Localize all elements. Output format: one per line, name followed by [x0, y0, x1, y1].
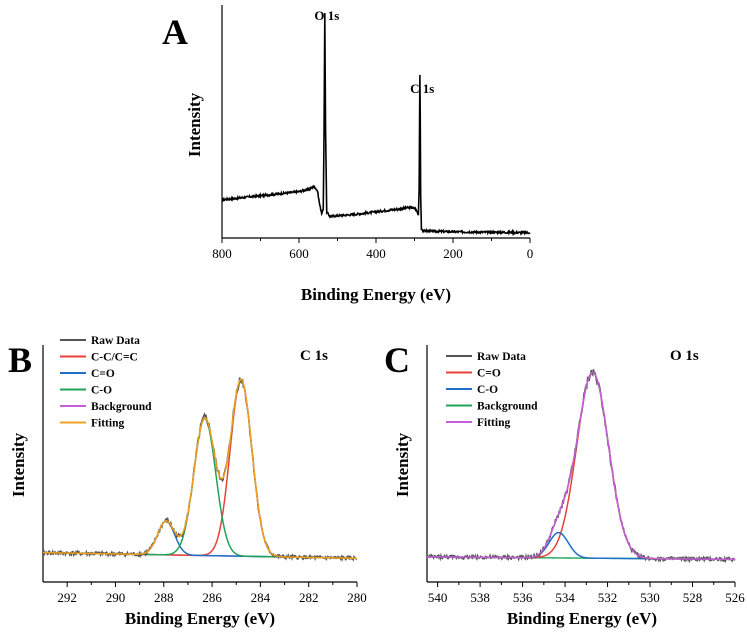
- y-axis-label: Intensity: [185, 92, 204, 157]
- series-line-survey: [221, 12, 531, 237]
- legend-entry: Fitting: [477, 417, 510, 429]
- series-line-raw-data: [426, 369, 736, 564]
- x-tick-label: 292: [57, 590, 77, 605]
- y-axis-label: Intensity: [393, 432, 412, 497]
- y-axis-label: Intensity: [9, 432, 28, 497]
- legend: Raw Data C=O C-O Background Fitting: [446, 351, 538, 429]
- legend-entry: C=O: [477, 368, 501, 380]
- x-tick-label: 282: [299, 590, 319, 605]
- x-tick-label: 530: [640, 590, 660, 605]
- x-tick-label: 538: [470, 590, 490, 605]
- peak-annotation: O 1s: [314, 8, 339, 23]
- panel-b: 292 290 288 286 284 282 280 Binding Energy (eV)…: [8, 335, 367, 628]
- x-tick-label: 600: [289, 246, 309, 261]
- series-line-c-o: [427, 371, 736, 561]
- legend-entry: C-O: [477, 384, 498, 396]
- x-tick-label: 290: [106, 590, 126, 605]
- x-tick-label: 284: [251, 590, 271, 605]
- legend-entry: Raw Data: [477, 351, 526, 363]
- legend-entry: Background: [477, 401, 538, 413]
- x-tick-label: 288: [154, 590, 174, 605]
- x-tick-label: 286: [202, 590, 222, 605]
- panel-letter: A: [162, 12, 188, 52]
- series-line-fitting: [427, 371, 736, 561]
- x-tick-label: 534: [555, 590, 575, 605]
- x-tick-label: 536: [513, 590, 533, 605]
- legend-entry: C-C/C=C: [91, 352, 138, 364]
- legend-entry: Raw Data: [91, 335, 140, 347]
- x-tick-label: 532: [598, 590, 618, 605]
- x-axis-label: Binding Energy (eV): [301, 285, 451, 304]
- peak-annotation: C 1s: [300, 348, 328, 364]
- legend-entry: C=O: [91, 368, 115, 380]
- legend: Raw Data C-C/C=C C=O C-O Background Fitting: [60, 335, 152, 430]
- x-tick-label: 200: [443, 246, 463, 261]
- x-tick-label: 526: [725, 590, 745, 605]
- series-line-c-o: [42, 417, 358, 560]
- panel-c: 540 538 536 534 532 530 528 526 Binding Energy (…: [384, 340, 745, 628]
- x-tick-label: 400: [366, 246, 386, 261]
- panel-letter: C: [384, 340, 410, 380]
- x-tick-label: 0: [527, 246, 534, 261]
- panel-letter: B: [8, 340, 32, 380]
- x-axis-label: Binding Energy (eV): [125, 609, 275, 628]
- peak-annotation: C 1s: [410, 81, 434, 96]
- peak-annotation: O 1s: [670, 348, 699, 364]
- panel-a: 800 600 400 200 0 Binding Energy (eV) Intensit…: [162, 5, 533, 304]
- x-axis-label: Binding Energy (eV): [507, 609, 657, 628]
- legend-entry: Background: [91, 401, 152, 413]
- x-tick-label: 540: [428, 590, 448, 605]
- x-tick-label: 280: [347, 590, 367, 605]
- series-line-fitting: [42, 378, 358, 560]
- legend-entry: Fitting: [91, 418, 124, 430]
- legend-entry: C-O: [91, 385, 112, 397]
- x-tick-label: 528: [683, 590, 703, 605]
- x-tick-label: 800: [212, 246, 232, 261]
